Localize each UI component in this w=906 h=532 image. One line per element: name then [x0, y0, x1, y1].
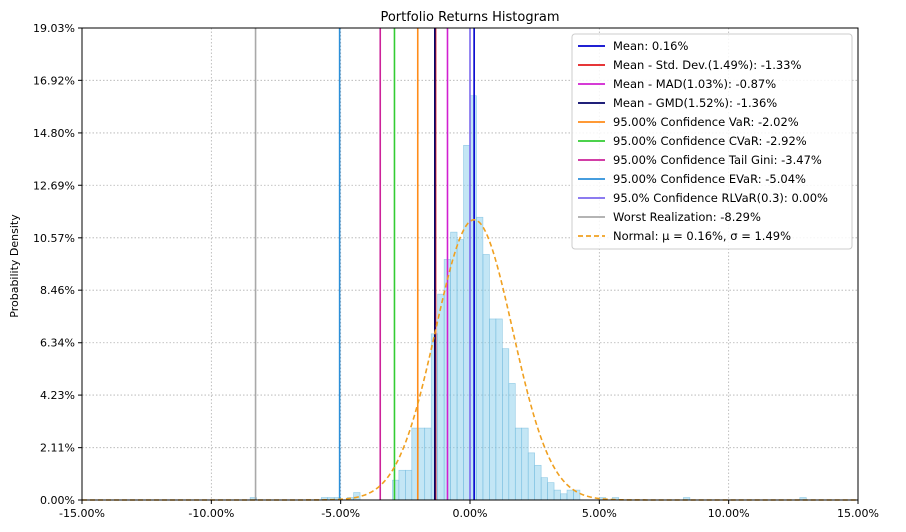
histogram-bar [469, 95, 477, 501]
legend-box [571, 33, 853, 250]
histogram-bar [392, 479, 400, 501]
x-axis-ticks: -15.00% -10.00% -5.00% 0.00% 5.00% 10.00% 15.0… [59, 500, 879, 520]
histogram-bar [476, 216, 484, 501]
indicator-lines [254, 28, 475, 500]
x-tick-label: -15.00% [59, 507, 105, 520]
legend-label: Mean - GMD(1.52%): -1.36% [613, 96, 777, 110]
legend-label: 95.00% Confidence CVaR: -2.92% [613, 134, 807, 148]
histogram-bar [495, 318, 503, 501]
legend: Mean: 0.16% Mean - Std. Dev.(1.49%): -1.3… [571, 33, 853, 250]
x-tick-label: 10.00% [708, 507, 750, 520]
y-axis-ticks: 0.00% 2.11% 4.23% 6.34% 8.46% 10.57% 12.69% 14.… [33, 22, 82, 507]
x-tick-label: 15.00% [837, 507, 879, 520]
legend-label: Mean: 0.16% [613, 39, 688, 53]
y-tick-label: 14.80% [33, 127, 75, 140]
legend-label: Normal: μ = 0.16%, σ = 1.49% [613, 229, 791, 243]
legend-label: Mean - MAD(1.03%): -0.87% [613, 77, 776, 91]
histogram-bar [450, 231, 458, 501]
histogram-bar [417, 427, 426, 501]
y-tick-label: 4.23% [40, 389, 75, 402]
legend-label: 95.00% Confidence VaR: -2.02% [613, 115, 799, 129]
y-axis-label: Probability Density [8, 214, 21, 318]
histogram-bar [540, 477, 548, 501]
histogram-bar [560, 493, 568, 501]
y-tick-label: 8.46% [40, 284, 75, 297]
histogram-bar [437, 293, 445, 501]
legend-label: Mean - Std. Dev.(1.49%): -1.33% [613, 58, 802, 72]
histogram-bar [463, 145, 471, 501]
y-tick-label: 0.00% [40, 494, 75, 507]
histogram-bar [527, 452, 535, 501]
y-tick-label: 10.57% [33, 232, 75, 245]
histogram-bar [489, 318, 497, 501]
histogram-bar [547, 482, 555, 501]
x-tick-label: 5.00% [582, 507, 617, 520]
histogram-bar [566, 489, 574, 501]
histogram-bar [353, 492, 361, 501]
histogram-bar [508, 383, 516, 501]
legend-label: Worst Realization: -8.29% [613, 210, 761, 224]
histogram-bar [424, 427, 432, 501]
histogram-bar [534, 464, 542, 501]
histogram-bar [514, 427, 523, 501]
histogram-bar [405, 469, 413, 501]
histogram-bar [482, 254, 490, 501]
legend-label: 95.0% Confidence RLVaR(0.3): 0.00% [613, 191, 828, 205]
x-tick-label: -10.00% [188, 507, 234, 520]
chart-title: Portfolio Returns Histogram [380, 10, 559, 25]
y-tick-label: 16.92% [33, 74, 75, 87]
y-tick-label: 12.69% [33, 179, 75, 192]
x-tick-label: -5.00% [321, 507, 360, 520]
histogram-bar [456, 239, 464, 501]
histogram-bar [502, 348, 510, 501]
y-tick-label: 19.03% [33, 22, 75, 35]
histogram-bar [398, 469, 406, 501]
y-tick-label: 6.34% [40, 337, 75, 350]
histogram-bar [553, 489, 561, 501]
legend-label: 95.00% Confidence EVaR: -5.04% [613, 172, 806, 186]
y-tick-label: 2.11% [40, 442, 75, 455]
histogram-bar [521, 427, 529, 501]
x-tick-label: 0.00% [453, 507, 488, 520]
legend-label: 95.00% Confidence Tail Gini: -3.47% [613, 153, 822, 167]
